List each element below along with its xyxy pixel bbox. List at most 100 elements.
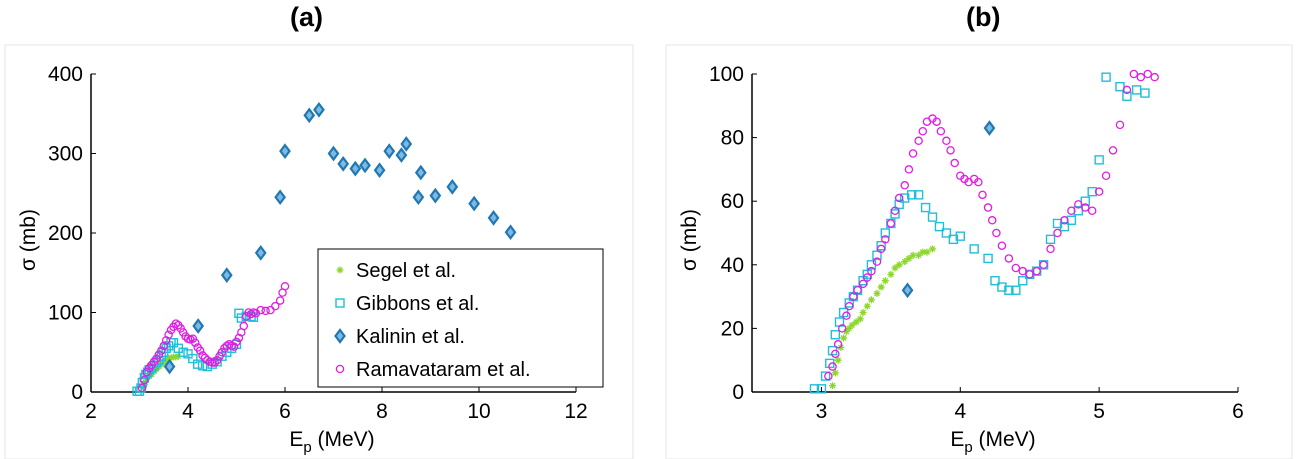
panel-b-point-segel <box>834 356 842 364</box>
panel-b-point-ramavataram <box>1018 266 1028 276</box>
legend-marker-gibbons <box>335 298 345 308</box>
panel-b-point-ramavataram <box>853 285 862 295</box>
panel-b-point-gibbons <box>816 384 827 394</box>
panel-b-point-gibbons <box>894 199 904 210</box>
panel-a-point-segel <box>172 353 180 361</box>
panel-a-point-ramavataram <box>157 346 166 355</box>
panel-b-point-ramavataram <box>974 177 983 187</box>
panel-b-point-segel <box>905 254 913 262</box>
panel-b-point-gibbons <box>830 330 841 340</box>
panel-a-x-tick-label: 10 <box>467 400 490 423</box>
panel-b-point-ramavataram <box>863 273 872 282</box>
panel-b-point-segel <box>842 328 850 336</box>
panel-a-point-kalinin <box>414 164 427 181</box>
panel-b-point-gibbons <box>990 276 1000 286</box>
panel-b-point-ramavataram <box>992 228 1001 238</box>
legend-label-gibbons: Gibbons et al. <box>356 293 479 315</box>
panel-a-point-kalinin <box>279 143 291 159</box>
panel-a-x-label: Ep (MeV) <box>289 428 374 456</box>
panel-b-point-gibbons <box>1122 91 1132 101</box>
panel-a-point-kalinin <box>446 179 459 195</box>
panel-b-point-segel <box>915 251 923 259</box>
panel-a-chart: 2 4 6 8 10 12 0 100 200 300 400 σ (mb) Ep (MeV) Se… <box>4 44 634 459</box>
panel-b-point-ramavataram <box>978 190 987 200</box>
panel-a-y-tick-label: 200 <box>48 222 83 245</box>
panel-a-legend: Segel et al. Gibbons et al. Kalinin et al.… <box>317 248 604 388</box>
panel-b-point-ramavataram <box>1053 228 1062 238</box>
panel-b-point-segel <box>919 248 927 256</box>
legend-marker-segel <box>336 266 344 274</box>
panel-b-point-ramavataram <box>1129 69 1139 79</box>
panel-b-point-ramavataram <box>872 257 882 266</box>
panel-a-point-kalinin <box>429 187 442 204</box>
panel-a-x-tick-label: 12 <box>564 400 587 423</box>
panel-b-point-gibbons <box>955 231 965 241</box>
panel-b-point-gibbons <box>997 282 1007 292</box>
panel-a-point-ramavataram <box>207 358 217 367</box>
panel-b-point-ramavataram <box>1136 72 1146 82</box>
panel-b-point-gibbons <box>906 190 917 200</box>
panel-a-point-ramavataram <box>261 306 270 316</box>
panel-a-point-ramavataram <box>275 296 285 305</box>
legend-marker-ramavataram <box>335 364 345 374</box>
panel-a-point-kalinin <box>349 160 362 177</box>
panel-b-point-segel <box>873 289 881 297</box>
legend-label-segel: Segel et al. <box>356 260 456 282</box>
panel-b-point-gibbons <box>969 244 979 254</box>
panel-b-point-segel <box>831 369 839 377</box>
panel-b-point-ramavataram <box>946 146 955 155</box>
panel-a-point-ramavataram <box>229 342 239 351</box>
panel-a-y-tick-label: 400 <box>48 63 83 86</box>
panel-b-point-gibbons <box>820 371 831 381</box>
panel-a-point-ramavataram <box>198 351 207 360</box>
panel-b-point-segel <box>887 270 895 278</box>
panel-b-point-ramavataram <box>844 301 854 311</box>
panel-b-y-tick-label: 60 <box>721 190 744 213</box>
panel-b-point-gibbons <box>1004 285 1014 295</box>
panel-b-point-segel <box>895 261 903 269</box>
panel-a-point-segel <box>165 355 173 363</box>
panel-a-series-kalinin <box>163 101 517 375</box>
panel-a-y-tick-label: 300 <box>48 143 83 166</box>
panel-a-point-ramavataram <box>239 321 249 331</box>
panel-b-point-gibbons <box>941 228 952 238</box>
panel-b-point-segel <box>829 382 837 390</box>
panel-b-point-ramavataram <box>1115 120 1125 130</box>
panel-b-point-segel <box>848 321 856 329</box>
panel-b-point-segel <box>840 334 848 342</box>
legend-label-ramavataram: Ramavataram et al. <box>356 359 531 381</box>
panel-b-point-segel <box>909 251 917 259</box>
panel-b-point-gibbons <box>1080 196 1090 206</box>
panel-b-point-ramavataram <box>1067 206 1076 215</box>
panel-b-point-gibbons <box>927 212 938 222</box>
panel-b-point-gibbons <box>1066 215 1077 225</box>
panel-b-point-gibbons <box>1115 82 1125 92</box>
panel-b-point-gibbons <box>1059 221 1070 232</box>
panel-a-point-gibbons <box>183 349 193 359</box>
panel-b-point-gibbons <box>890 209 900 219</box>
panel-b-point-segel <box>891 264 899 272</box>
panel-b-point-ramavataram <box>831 349 840 359</box>
panel-a-point-ramavataram <box>137 383 147 393</box>
panel-a-point-ramavataram <box>271 301 280 311</box>
panel-a-point-kalinin <box>192 318 205 334</box>
panel-b-point-segel <box>901 258 909 266</box>
panel-b-y-tick-label: 0 <box>732 381 744 404</box>
panel-b-point-gibbons <box>880 228 891 238</box>
panel-b-point-ramavataram <box>1101 171 1111 181</box>
panel-b-point-ramavataram <box>1087 206 1097 215</box>
panel-a-point-kalinin <box>412 189 425 206</box>
panel-b-point-ramavataram <box>838 324 847 333</box>
panel-b-point-segel <box>929 245 937 253</box>
panel-b-point-ramavataram <box>1004 254 1014 263</box>
panel-b-point-ramavataram <box>842 311 851 320</box>
panel-b-y-tick-label: 20 <box>721 317 744 340</box>
panel-b-point-ramavataram <box>1094 187 1104 196</box>
panel-a-point-gibbons <box>163 341 174 351</box>
panel-b-series-kalinin <box>901 120 996 299</box>
panel-b-point-ramavataram <box>932 117 941 126</box>
panel-b-point-ramavataram <box>914 136 923 146</box>
panel-b-title: (b) <box>966 2 1001 32</box>
panel-b-point-gibbons <box>1018 276 1028 286</box>
panel-b-point-segel <box>923 248 931 256</box>
